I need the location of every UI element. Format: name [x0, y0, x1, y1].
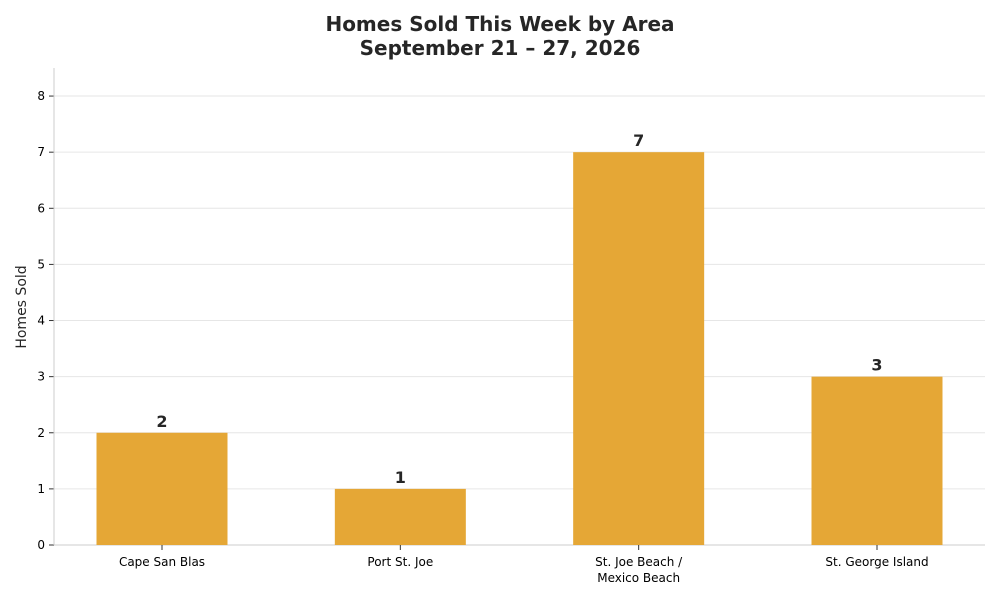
tick-labels: 0 1 2 3 4 5 6 7 8 Cape San Blas Port St. Joe St. Jo…	[37, 89, 928, 585]
chart-title-line1: Homes Sold This Week by Area	[325, 12, 675, 36]
y-tick-label: 1	[37, 482, 45, 496]
chart-title-line2: September 21 – 27, 2026	[359, 36, 641, 60]
bar	[334, 488, 466, 545]
y-tick-label: 2	[37, 426, 45, 440]
data-labels: 2 1 7 3	[156, 131, 882, 487]
y-tick-label: 8	[37, 89, 45, 103]
bars	[96, 152, 943, 546]
data-label: 1	[395, 468, 406, 487]
gridlines	[54, 95, 985, 490]
y-tick-label: 6	[37, 201, 45, 215]
x-tick-label: St. George Island	[825, 555, 928, 569]
y-tick-label: 4	[37, 314, 45, 328]
data-label: 7	[633, 131, 644, 150]
bar	[811, 376, 943, 545]
y-tick-label: 5	[37, 257, 45, 271]
x-tick-label: Cape San Blas	[119, 555, 205, 569]
bar	[573, 152, 705, 546]
y-tick-label: 3	[37, 370, 45, 384]
data-label: 3	[871, 356, 882, 375]
data-label: 2	[156, 412, 167, 431]
y-tick-label: 7	[37, 145, 45, 159]
x-tick-label: Port St. Joe	[367, 555, 433, 569]
bar	[96, 432, 228, 545]
y-axis-label: Homes Sold	[14, 265, 30, 348]
y-tick-label: 0	[37, 538, 45, 552]
x-tick-label: St. Joe Beach / Mexico Beach	[595, 555, 683, 585]
